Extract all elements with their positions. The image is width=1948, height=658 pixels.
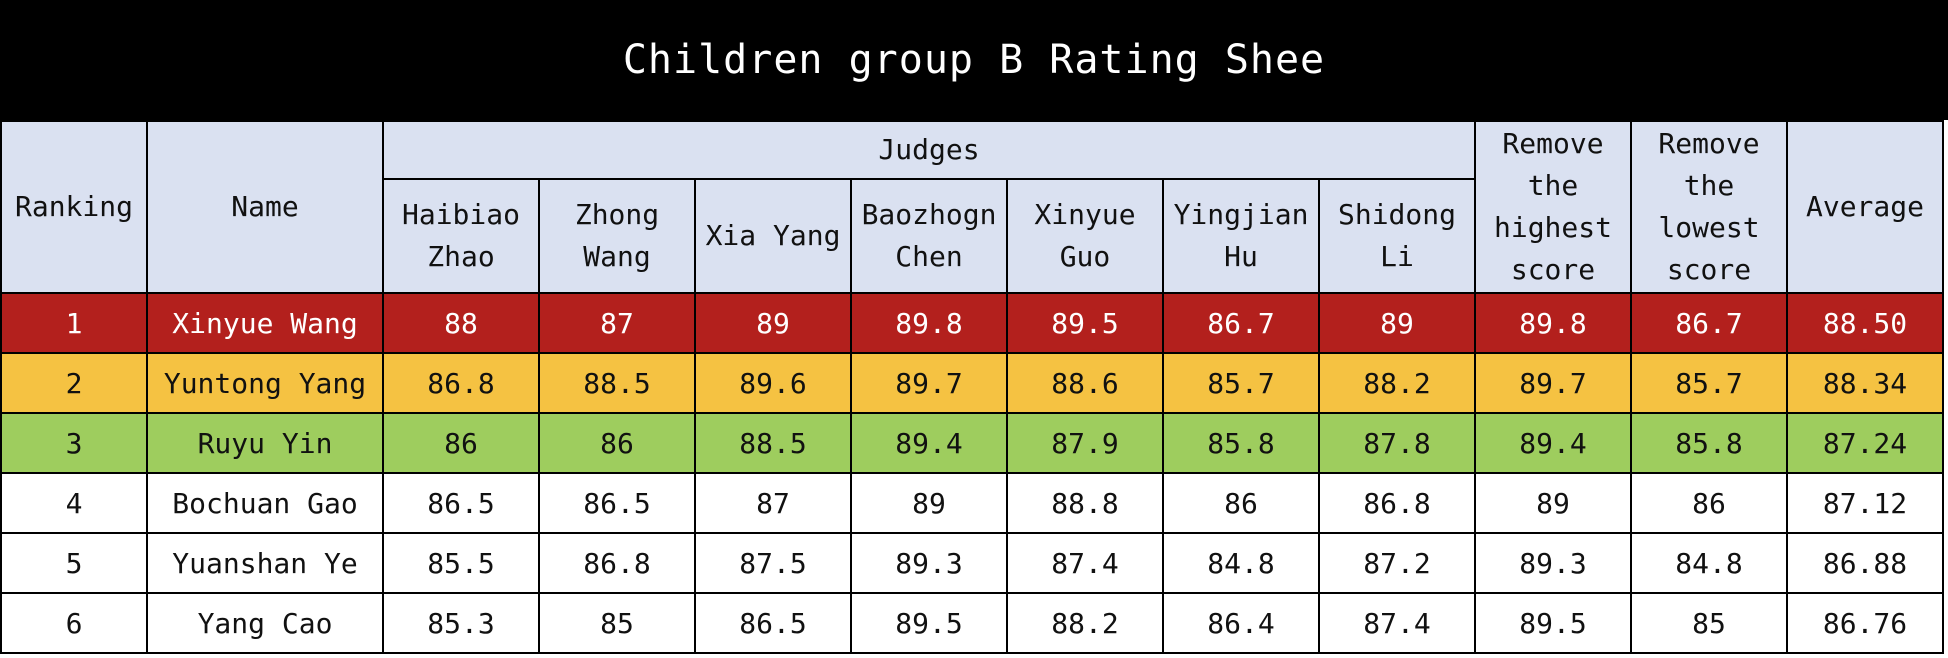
rating-table: Ranking Name Judges Remove the highest s… xyxy=(0,120,1944,654)
score-cell: 88.5 xyxy=(538,352,696,414)
average-cell: 87.24 xyxy=(1786,412,1944,474)
score-cell: 88.5 xyxy=(694,412,852,474)
remove-highest-cell: 89.8 xyxy=(1474,292,1632,354)
header-judge-6: Yingjian Hu xyxy=(1162,178,1320,294)
score-cell: 87.8 xyxy=(1318,412,1476,474)
score-cell: 86.5 xyxy=(694,592,852,654)
score-cell: 89.3 xyxy=(850,532,1008,594)
score-cell: 87.2 xyxy=(1318,532,1476,594)
score-cell: 86.7 xyxy=(1162,292,1320,354)
name-cell: Yang Cao xyxy=(146,592,384,654)
score-cell: 86 xyxy=(538,412,696,474)
table-row: 4 Bochuan Gao 86.5 86.5 87 89 88.8 86 86… xyxy=(0,472,1944,534)
score-cell: 89 xyxy=(1318,292,1476,354)
average-cell: 86.76 xyxy=(1786,592,1944,654)
score-cell: 85.3 xyxy=(382,592,540,654)
remove-lowest-cell: 85.7 xyxy=(1630,352,1788,414)
score-cell: 86.8 xyxy=(1318,472,1476,534)
table-row: 1 Xinyue Wang 88 87 89 89.8 89.5 86.7 89… xyxy=(0,292,1944,354)
header-judge-4: Baozhogn Chen xyxy=(850,178,1008,294)
score-cell: 87 xyxy=(694,472,852,534)
score-cell: 88.8 xyxy=(1006,472,1164,534)
score-cell: 86 xyxy=(1162,472,1320,534)
average-cell: 88.50 xyxy=(1786,292,1944,354)
header-judge-1: Haibiao Zhao xyxy=(382,178,540,294)
remove-highest-cell: 89 xyxy=(1474,472,1632,534)
score-cell: 89.5 xyxy=(850,592,1008,654)
score-cell: 88 xyxy=(382,292,540,354)
score-cell: 85.8 xyxy=(1162,412,1320,474)
score-cell: 87.4 xyxy=(1006,532,1164,594)
score-cell: 89.5 xyxy=(1006,292,1164,354)
remove-lowest-cell: 86.7 xyxy=(1630,292,1788,354)
table-row: 6 Yang Cao 85.3 85 86.5 89.5 88.2 86.4 8… xyxy=(0,592,1944,654)
header-judge-3: Xia Yang xyxy=(694,178,852,294)
ranking-cell: 5 xyxy=(0,532,148,594)
average-cell: 87.12 xyxy=(1786,472,1944,534)
remove-highest-cell: 89.7 xyxy=(1474,352,1632,414)
score-cell: 84.8 xyxy=(1162,532,1320,594)
score-cell: 89.4 xyxy=(850,412,1008,474)
remove-lowest-cell: 86 xyxy=(1630,472,1788,534)
score-cell: 88.2 xyxy=(1006,592,1164,654)
score-cell: 86.5 xyxy=(382,472,540,534)
header-judges-group: Judges xyxy=(382,120,1476,180)
score-cell: 86.8 xyxy=(538,532,696,594)
score-cell: 88.6 xyxy=(1006,352,1164,414)
header-judge-5: Xinyue Guo xyxy=(1006,178,1164,294)
score-cell: 89.7 xyxy=(850,352,1008,414)
name-cell: Yuanshan Ye xyxy=(146,532,384,594)
ranking-cell: 4 xyxy=(0,472,148,534)
score-cell: 87 xyxy=(538,292,696,354)
score-cell: 87.9 xyxy=(1006,412,1164,474)
remove-highest-cell: 89.3 xyxy=(1474,532,1632,594)
header-remove-highest: Remove the highest score xyxy=(1474,120,1632,294)
name-cell: Ruyu Yin xyxy=(146,412,384,474)
header-judge-2: Zhong Wang xyxy=(538,178,696,294)
header-judge-7: Shidong Li xyxy=(1318,178,1476,294)
name-cell: Bochuan Gao xyxy=(146,472,384,534)
score-cell: 86 xyxy=(382,412,540,474)
score-cell: 88.2 xyxy=(1318,352,1476,414)
score-cell: 87.4 xyxy=(1318,592,1476,654)
score-cell: 86.4 xyxy=(1162,592,1320,654)
ranking-cell: 2 xyxy=(0,352,148,414)
table-row: 3 Ruyu Yin 86 86 88.5 89.4 87.9 85.8 87.… xyxy=(0,412,1944,474)
score-cell: 89 xyxy=(850,472,1008,534)
average-cell: 88.34 xyxy=(1786,352,1944,414)
score-cell: 85.7 xyxy=(1162,352,1320,414)
score-cell: 89 xyxy=(694,292,852,354)
score-cell: 86.5 xyxy=(538,472,696,534)
table-row: 2 Yuntong Yang 86.8 88.5 89.6 89.7 88.6 … xyxy=(0,352,1944,414)
header-ranking: Ranking xyxy=(0,120,148,294)
ranking-cell: 6 xyxy=(0,592,148,654)
score-cell: 87.5 xyxy=(694,532,852,594)
average-cell: 86.88 xyxy=(1786,532,1944,594)
score-cell: 85.5 xyxy=(382,532,540,594)
remove-highest-cell: 89.5 xyxy=(1474,592,1632,654)
score-cell: 85 xyxy=(538,592,696,654)
header-average: Average xyxy=(1786,120,1944,294)
name-cell: Xinyue Wang xyxy=(146,292,384,354)
remove-highest-cell: 89.4 xyxy=(1474,412,1632,474)
header-name: Name xyxy=(146,120,384,294)
ranking-cell: 1 xyxy=(0,292,148,354)
name-cell: Yuntong Yang xyxy=(146,352,384,414)
sheet-title: Children group B Rating Shee xyxy=(0,0,1948,120)
remove-lowest-cell: 85 xyxy=(1630,592,1788,654)
score-cell: 89.8 xyxy=(850,292,1008,354)
table-row: 5 Yuanshan Ye 85.5 86.8 87.5 89.3 87.4 8… xyxy=(0,532,1944,594)
header-remove-lowest: Remove the lowest score xyxy=(1630,120,1788,294)
ranking-cell: 3 xyxy=(0,412,148,474)
score-cell: 89.6 xyxy=(694,352,852,414)
score-cell: 86.8 xyxy=(382,352,540,414)
remove-lowest-cell: 85.8 xyxy=(1630,412,1788,474)
remove-lowest-cell: 84.8 xyxy=(1630,532,1788,594)
